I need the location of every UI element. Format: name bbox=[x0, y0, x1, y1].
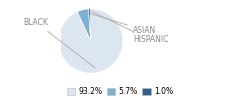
Legend: 93.2%, 5.7%, 1.0%: 93.2%, 5.7%, 1.0% bbox=[67, 87, 173, 96]
Text: BLACK: BLACK bbox=[24, 18, 95, 68]
Wedge shape bbox=[89, 9, 91, 41]
Text: HISPANIC: HISPANIC bbox=[92, 12, 168, 44]
Wedge shape bbox=[59, 9, 123, 73]
Text: ASIAN: ASIAN bbox=[86, 12, 156, 35]
Wedge shape bbox=[77, 9, 91, 41]
